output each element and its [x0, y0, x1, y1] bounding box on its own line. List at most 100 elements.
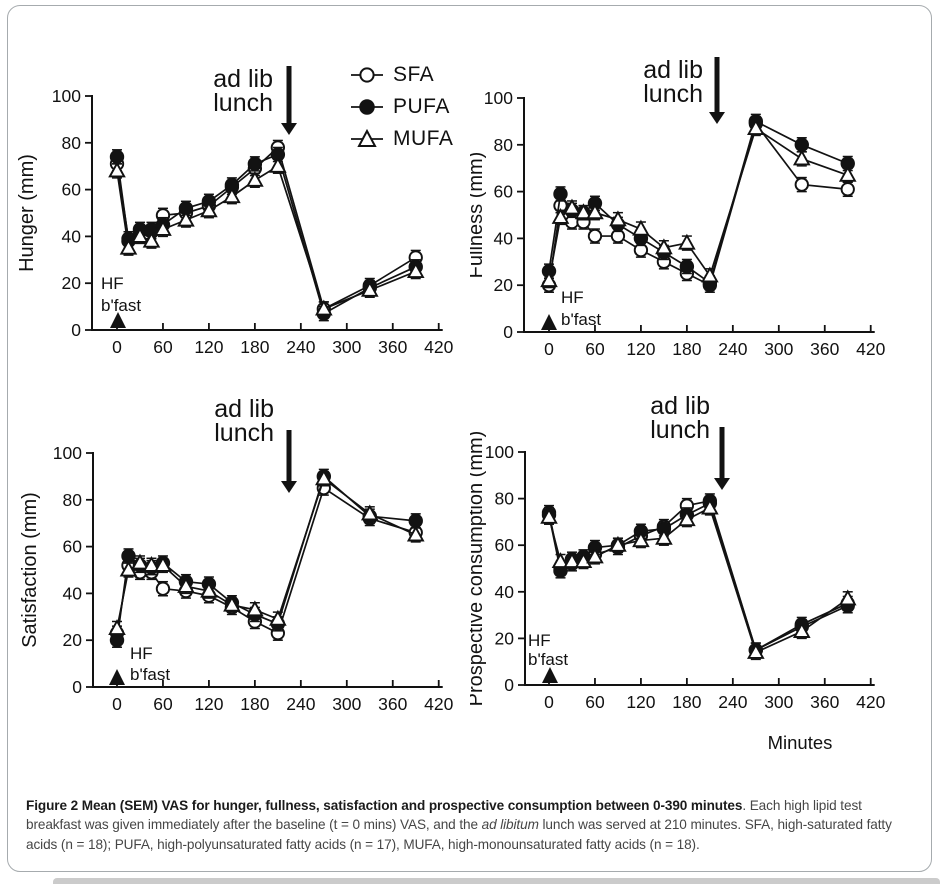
breakfast-label: HF	[130, 644, 153, 663]
figure-caption: Figure 2 Mean (SEM) VAS for hunger, full…	[26, 796, 919, 854]
y-tick-label: 100	[484, 88, 513, 108]
legend-item-pufa: PUFA	[350, 91, 453, 123]
legend-label-sfa: SFA	[393, 63, 435, 86]
y-tick-label: 60	[495, 535, 515, 555]
y-tick-label: 100	[53, 443, 82, 463]
x-tick-label: 120	[194, 337, 223, 357]
legend-item-sfa: SFA	[350, 59, 453, 91]
series-PUFA	[541, 113, 855, 291]
y-tick-label: 20	[495, 628, 515, 648]
mufa-open-triangle-marker-icon	[351, 128, 383, 147]
axes: 0 20 40 60 80 100 0 60 120 180 240 300 360 420	[53, 443, 454, 714]
lunch-arrow-label: lunch	[643, 80, 703, 108]
y-tick-label: 40	[63, 583, 83, 603]
satisfaction-chart: 0 20 40 60 80 100 0 60 120 180 240 300 360 420 Satisfa…	[0, 375, 470, 775]
down-arrow-icon	[281, 481, 297, 493]
y-tick-label: 80	[63, 490, 83, 510]
y-tick-label: 60	[494, 182, 514, 202]
x-tick-label: 420	[856, 339, 885, 359]
caption-text-1: . Each high lipid test breakfast was giv…	[26, 798, 862, 833]
pufa-filled-circle-marker-icon	[351, 99, 383, 115]
series-MUFA	[540, 498, 857, 661]
x-tick-label: 60	[153, 337, 173, 357]
caption-title: Figure 2 Mean (SEM) VAS for hunger, full…	[26, 798, 743, 813]
y-tick-label: 0	[71, 320, 81, 340]
series-PUFA	[109, 468, 423, 648]
axes: 0 20 40 60 80 100 0 60 120 180 240 300 360 420	[485, 442, 886, 712]
satisfaction-plot: 0 20 40 60 80 100 0 60 120 180 240 300 360 420 Satisfa…	[19, 395, 454, 714]
breakfast-label: b'fast	[130, 665, 170, 684]
x-tick-label: 180	[672, 339, 701, 359]
prospective-consumption-chart: 0 20 40 60 80 100 0 60 120 180 240 300 360 420 Prospec…	[465, 375, 940, 775]
series-MUFA	[108, 469, 425, 637]
lunch-arrow-label: ad lib	[213, 65, 273, 93]
y-axis-title: Satisfaction (mm)	[19, 492, 41, 648]
lunch-arrow-label: ad lib	[650, 392, 710, 420]
lunch-arrow-label: lunch	[213, 89, 273, 117]
down-arrow-icon	[714, 478, 730, 490]
y-tick-label: 0	[72, 677, 82, 697]
breakfast-annotation: HFb'fast	[541, 288, 601, 330]
y-tick-label: 100	[485, 442, 514, 462]
x-tick-label: 360	[378, 337, 407, 357]
y-tick-label: 40	[62, 226, 82, 246]
breakfast-label: b'fast	[528, 650, 568, 669]
series-MUFA	[540, 119, 857, 289]
axes: 0 20 40 60 80 100 0 60 120 180 240 300 360 420	[484, 88, 886, 359]
hunger-chart: 0 20 40 60 80 100 0 60 120 180 240 300 360 420 Hunger …	[0, 0, 470, 380]
x-tick-label: 360	[810, 692, 839, 712]
x-tick-label: 0	[112, 337, 122, 357]
page-footer-bar	[53, 878, 940, 884]
lunch-arrow-label: ad lib	[214, 395, 274, 423]
fullness-plot: 0 20 40 60 80 100 0 60 120 180 240 300 360 420 Fullnes…	[465, 56, 886, 359]
y-tick-label: 0	[504, 675, 514, 695]
x-tick-label: 300	[764, 692, 793, 712]
x-tick-label: 120	[626, 339, 655, 359]
prospective-consumption-plot: 0 20 40 60 80 100 0 60 120 180 240 300 360 420 Prospec…	[465, 392, 886, 753]
series-MUFA	[108, 156, 425, 317]
x-tick-label: 360	[810, 339, 839, 359]
x-tick-label: 240	[286, 337, 315, 357]
x-tick-label: 300	[332, 694, 361, 714]
x-tick-label: 360	[378, 694, 407, 714]
breakfast-label: HF	[528, 631, 551, 650]
y-tick-label: 20	[62, 273, 82, 293]
y-tick-label: 80	[494, 135, 514, 155]
x-tick-label: 120	[194, 694, 223, 714]
x-tick-label: 240	[718, 339, 747, 359]
x-tick-label: 0	[544, 692, 554, 712]
caption-text-2: lunch was served at 210 minutes. SFA, hi…	[26, 817, 892, 852]
y-axis-title: Hunger (mm)	[16, 154, 38, 272]
x-tick-label: 180	[240, 694, 269, 714]
x-tick-label: 180	[672, 692, 701, 712]
y-tick-label: 80	[495, 489, 515, 509]
lunch-arrow-label: lunch	[650, 416, 710, 444]
down-arrow-icon	[281, 123, 297, 135]
figure-box	[7, 5, 932, 872]
x-tick-label: 420	[424, 337, 453, 357]
x-tick-label: 240	[286, 694, 315, 714]
y-tick-label: 20	[494, 275, 514, 295]
breakfast-annotation: HFb'fast	[101, 274, 141, 328]
fullness-chart: 0 20 40 60 80 100 0 60 120 180 240 300 360 420 Fullnes…	[465, 0, 940, 380]
y-tick-label: 40	[495, 582, 515, 602]
breakfast-annotation: HFb'fast	[528, 631, 568, 683]
down-arrow-icon	[709, 112, 725, 124]
y-tick-label: 60	[63, 537, 83, 557]
caption-italic-phrase: ad libitum	[481, 817, 539, 833]
y-axis-title: Fullness (mm)	[470, 152, 487, 279]
breakfast-label: HF	[561, 288, 584, 307]
x-tick-label: 60	[153, 694, 173, 714]
legend-item-mufa: MUFA	[350, 123, 453, 155]
legend-label-mufa: MUFA	[393, 127, 454, 150]
x-tick-label: 420	[856, 692, 885, 712]
x-tick-label: 240	[718, 692, 747, 712]
breakfast-label: b'fast	[101, 296, 141, 315]
y-tick-label: 100	[52, 86, 81, 106]
y-tick-label: 60	[62, 180, 82, 200]
sfa-open-circle-marker-icon	[351, 67, 383, 83]
